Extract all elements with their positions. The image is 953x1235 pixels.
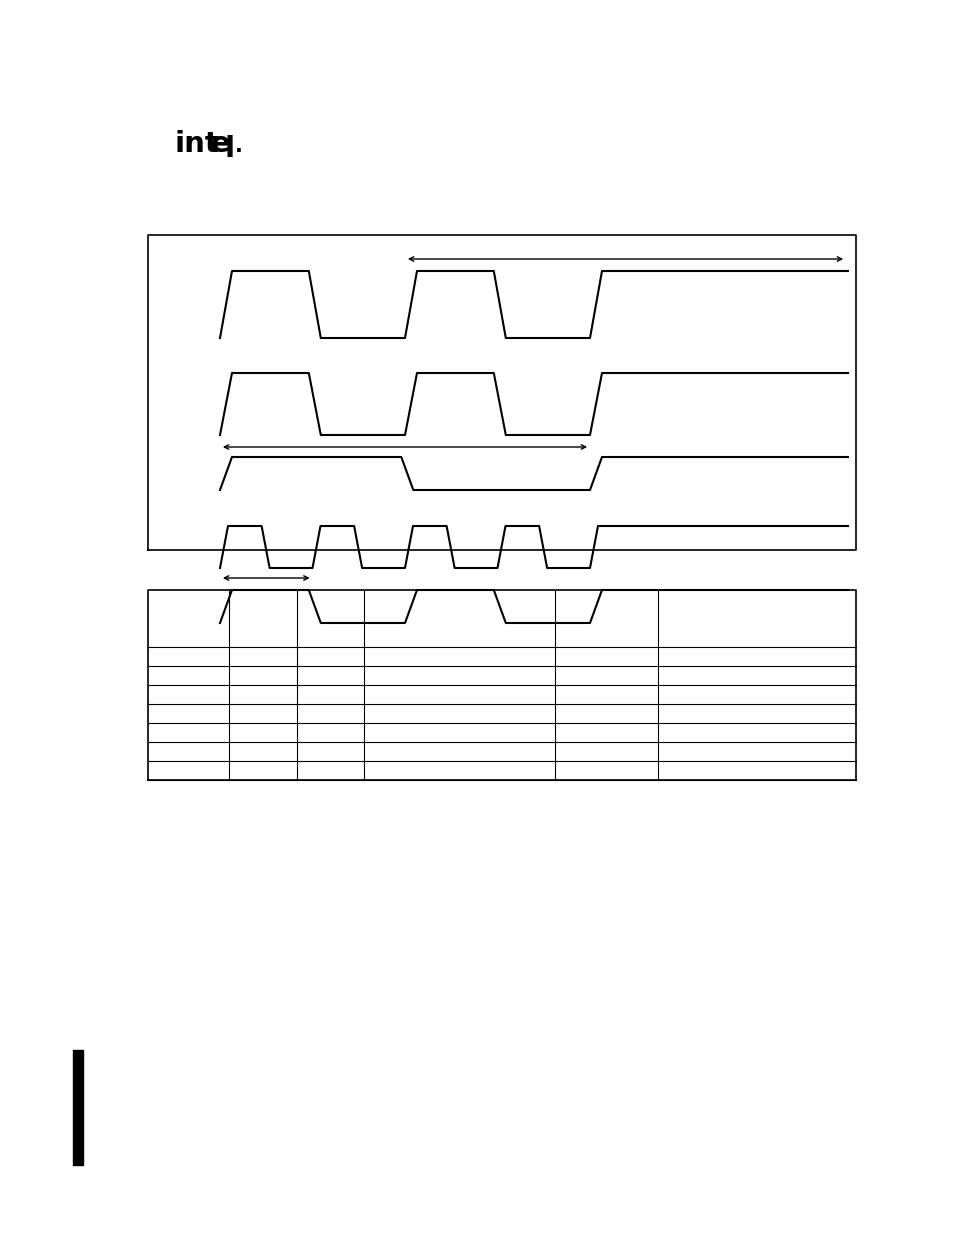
Text: l: l (225, 135, 234, 163)
Text: int: int (174, 130, 219, 158)
Text: .: . (234, 136, 243, 156)
Text: e: e (211, 130, 231, 158)
